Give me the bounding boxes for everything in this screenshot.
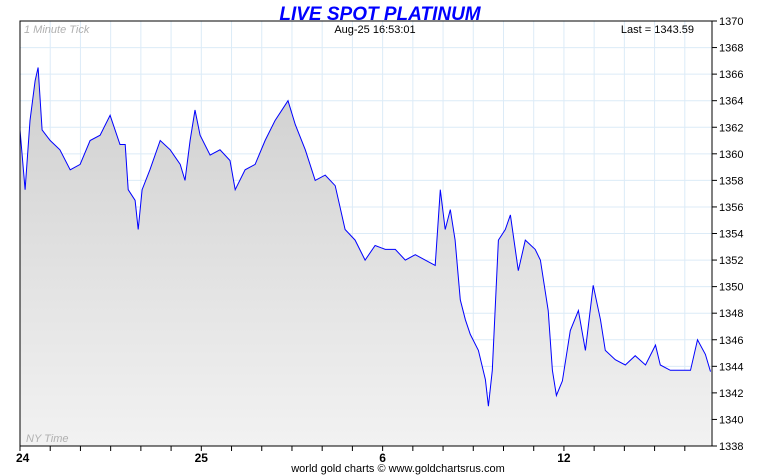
interval-label: 1 Minute Tick xyxy=(24,24,90,36)
y-tick-label: 1360 xyxy=(719,149,743,161)
footer-credit: world gold charts © www.goldchartsrus.co… xyxy=(290,463,505,475)
x-tick-label: 24 xyxy=(16,451,30,465)
y-tick-label: 1358 xyxy=(719,175,743,187)
last-price: Last = 1343.59 xyxy=(621,24,694,36)
y-axis: 1338 1340 1342 1344 1346 1348 1350 1352 1354 1356… xyxy=(712,16,743,453)
y-tick-label: 1356 xyxy=(719,202,743,214)
y-tick-label: 1354 xyxy=(719,229,743,241)
chart-title: LIVE SPOT PLATINUM xyxy=(279,4,481,25)
y-tick-label: 1366 xyxy=(719,69,743,81)
timezone-label: NY Time xyxy=(26,433,69,445)
price-line xyxy=(19,67,711,407)
x-tick-label: 6 xyxy=(379,451,386,465)
y-tick-label: 1370 xyxy=(719,16,743,28)
x-axis: 24 25 6 12 xyxy=(16,446,686,465)
y-tick-label: 1362 xyxy=(719,122,743,134)
y-tick-label: 1348 xyxy=(719,308,743,320)
y-tick-label: 1342 xyxy=(719,388,743,400)
y-tick-label: 1338 xyxy=(719,441,743,453)
y-tick-label: 1350 xyxy=(719,282,743,294)
y-tick-label: 1346 xyxy=(719,335,743,347)
price-area-fill xyxy=(20,67,711,446)
x-tick-label: 12 xyxy=(557,451,571,465)
y-tick-label: 1364 xyxy=(719,96,743,108)
y-tick-label: 1340 xyxy=(719,414,743,426)
x-tick-label: 25 xyxy=(195,451,209,465)
timestamp: Aug-25 16:53:01 xyxy=(334,24,415,36)
y-tick-label: 1352 xyxy=(719,255,743,267)
y-tick-label: 1344 xyxy=(719,361,743,373)
y-tick-label: 1368 xyxy=(719,43,743,55)
